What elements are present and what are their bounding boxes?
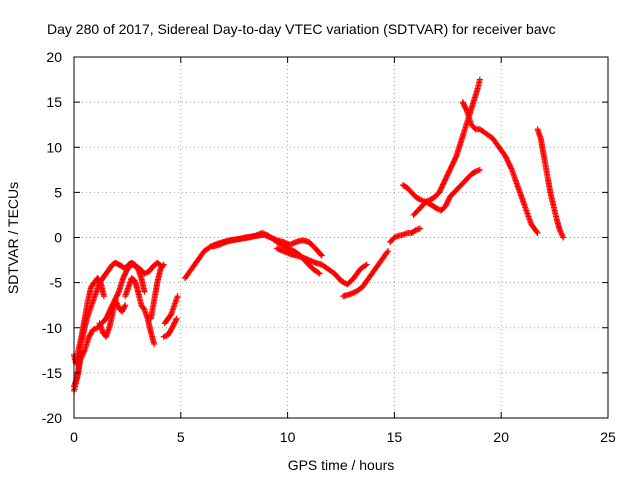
data-point [506, 161, 513, 168]
series-points [340, 248, 391, 300]
data-point [141, 288, 148, 295]
data-point [151, 340, 158, 347]
y-tick-label: -10 [42, 320, 62, 336]
data-series [71, 76, 567, 394]
data-point [100, 293, 107, 300]
data-point [384, 248, 391, 255]
series-points [96, 297, 129, 340]
data-point [463, 106, 470, 113]
data-point [115, 289, 122, 296]
data-point [315, 269, 322, 276]
data-point [363, 261, 370, 268]
data-point [173, 315, 180, 322]
y-tick-label: -20 [42, 410, 62, 426]
data-point [476, 166, 483, 173]
data-point [121, 303, 128, 310]
series-points [438, 166, 483, 214]
axis-ticks: 0 5 10 15 20 25 -20 -15 -10 -5 0 5 10 15 20 [42, 49, 616, 445]
series-points [147, 261, 167, 322]
data-point [167, 312, 174, 319]
data-point [316, 270, 323, 277]
data-point [503, 155, 510, 162]
data-point [506, 162, 513, 169]
data-point [318, 252, 325, 259]
data-point [134, 264, 141, 271]
data-point [174, 293, 181, 300]
data-point [140, 305, 147, 312]
x-tick-label: 25 [600, 429, 616, 445]
series-points [209, 231, 325, 259]
series-points [122, 275, 158, 347]
data-point [317, 251, 324, 258]
data-point [122, 302, 129, 309]
series-points [387, 225, 424, 246]
series-points [273, 245, 370, 288]
data-point [503, 154, 510, 161]
x-tick-label: 0 [70, 429, 78, 445]
data-point [502, 153, 509, 160]
x-tick-label: 10 [280, 429, 296, 445]
data-point [504, 157, 511, 164]
y-tick-label: 5 [54, 184, 62, 200]
x-tick-label: 15 [387, 429, 403, 445]
y-tick-label: 10 [46, 139, 62, 155]
data-point [560, 234, 567, 241]
data-point [507, 164, 514, 171]
data-point [401, 231, 408, 238]
series-points [534, 126, 567, 241]
grid [74, 57, 608, 418]
y-tick-label: -5 [50, 275, 63, 291]
data-point [476, 76, 483, 83]
data-point [160, 261, 167, 268]
y-tick-label: 20 [46, 49, 62, 65]
y-tick-label: 15 [46, 94, 62, 110]
data-point [452, 154, 459, 161]
data-point [508, 165, 515, 172]
data-point [159, 262, 166, 269]
data-point [505, 158, 512, 165]
x-tick-label: 20 [493, 429, 509, 445]
data-point [533, 228, 540, 235]
x-tick-label: 5 [177, 429, 185, 445]
x-axis-title: GPS time / hours [288, 457, 395, 473]
y-axis-title: SDTVAR / TECUs [5, 182, 21, 294]
series-points [160, 315, 180, 340]
y-tick-label: -15 [42, 365, 62, 381]
data-point [505, 160, 512, 167]
series-points [161, 293, 181, 327]
data-point [384, 249, 391, 256]
series-points [459, 99, 541, 236]
data-point [534, 229, 541, 236]
y-tick-label: 0 [54, 230, 62, 246]
data-point [362, 262, 369, 269]
chart-title: Day 280 of 2017, Sidereal Day-to-day VTE… [47, 21, 556, 37]
data-point [417, 225, 424, 232]
series-points [410, 76, 483, 218]
data-point [172, 317, 179, 324]
